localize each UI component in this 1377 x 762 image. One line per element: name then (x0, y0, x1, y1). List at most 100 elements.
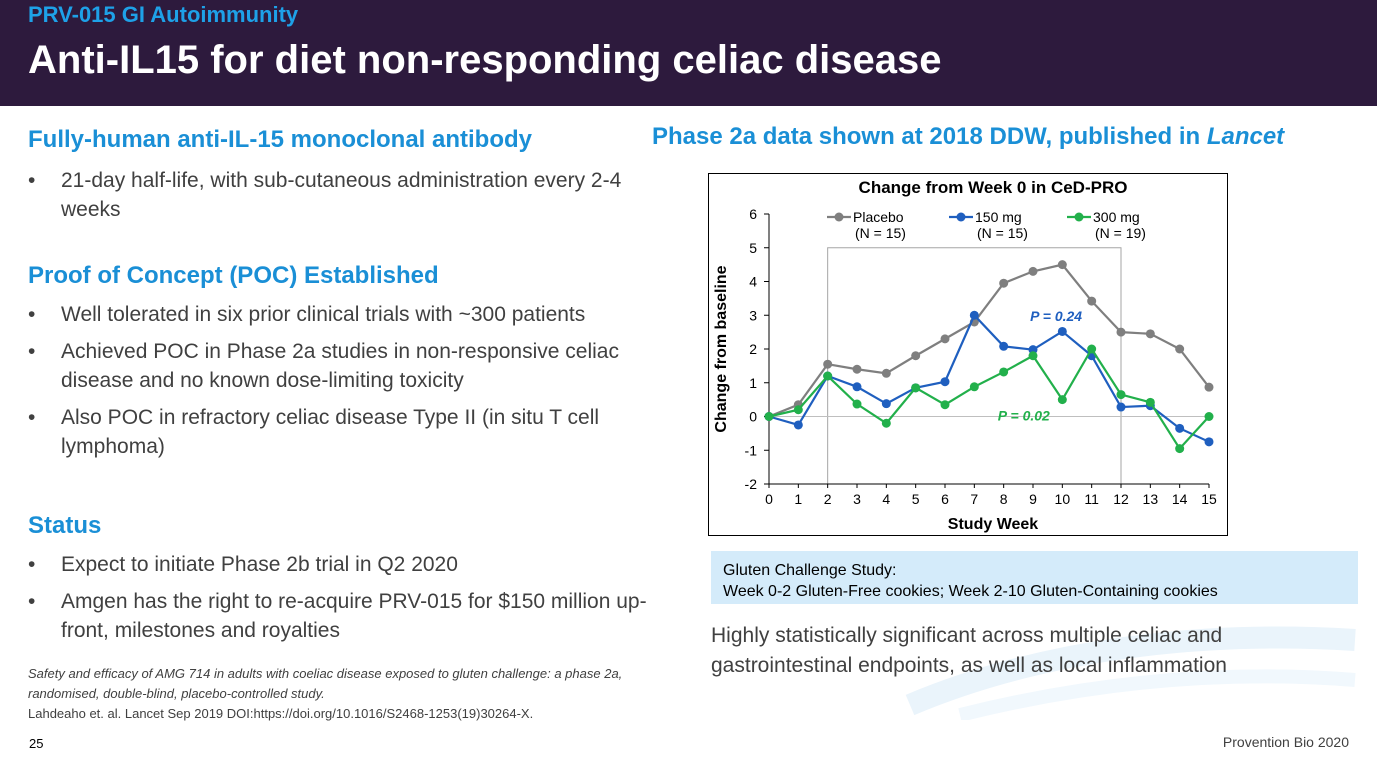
study-box-title: Gluten Challenge Study: (723, 562, 897, 579)
series-line-0 (768, 263, 1210, 418)
data-point-2 (940, 400, 950, 410)
y-axis-label: Change from baseline (713, 265, 730, 432)
data-point-1 (1116, 402, 1126, 412)
bullet-item: • Also POC in refractory celiac disease T… (28, 403, 673, 461)
data-point-0 (852, 364, 862, 374)
data-point-2 (969, 382, 979, 392)
slide-header: PRV-015 GI Autoimmunity Anti-IL15 for di… (0, 0, 1377, 106)
data-point-0 (1057, 260, 1067, 270)
data-point-2 (1175, 444, 1185, 454)
legend-n-1: (N = 15) (977, 225, 1028, 241)
data-point-0 (1204, 382, 1214, 392)
x-tick-label: 6 (941, 491, 949, 507)
x-tick-label: 14 (1172, 491, 1188, 507)
data-point-0 (940, 334, 950, 344)
y-tick-label: -2 (745, 476, 758, 492)
page-number: 25 (29, 736, 44, 751)
bullet-list-antibody: • 21-day half-life, with sub-cutaneous ad… (28, 166, 673, 232)
data-point-2 (911, 383, 921, 393)
data-point-1 (940, 377, 950, 387)
y-tick-label: 1 (749, 375, 757, 391)
p-value-annotation-0: P = 0.24 (1030, 308, 1082, 324)
bullet-item: • Achieved POC in Phase 2a studies in non… (28, 337, 673, 395)
data-point-0 (881, 368, 891, 378)
slide-kicker: PRV-015 GI Autoimmunity (28, 2, 299, 27)
x-tick-label: 1 (794, 491, 802, 507)
bullet-dot: • (28, 303, 36, 326)
x-tick-label: 5 (912, 491, 920, 507)
data-point-0 (1145, 329, 1155, 339)
bullet-item: • Well tolerated in six prior clinical tr… (28, 300, 673, 329)
data-point-1 (1057, 326, 1067, 336)
citation-reference: Lahdeaho et. al. Lancet Sep 2019 DOI:htt… (28, 706, 534, 721)
slide-title: Anti-IL15 for diet non-responding celiac… (28, 38, 942, 82)
legend-label-2: 300 mg (1093, 209, 1140, 225)
x-tick-label: 7 (970, 491, 978, 507)
y-tick-label: 6 (749, 206, 757, 222)
x-tick-label: 15 (1201, 491, 1217, 507)
y-tick-label: 2 (749, 341, 757, 357)
data-point-1 (793, 420, 803, 430)
section-title-antibody: Fully-human anti-IL-15 monoclonal antibo… (28, 126, 533, 153)
data-point-2 (852, 399, 862, 409)
x-tick-label: 13 (1143, 491, 1159, 507)
legend-label-0: Placebo (853, 209, 904, 225)
data-point-2 (999, 367, 1009, 377)
data-point-0 (999, 278, 1009, 288)
series-line-2 (768, 346, 1210, 451)
section-title-poc: Proof of Concept (POC) Established (28, 262, 439, 289)
x-tick-label: 12 (1113, 491, 1129, 507)
data-point-2 (793, 405, 803, 415)
data-point-1 (1175, 423, 1185, 433)
data-point-0 (1087, 296, 1097, 306)
data-point-2 (1087, 344, 1097, 354)
right-title: Phase 2a data shown at 2018 DDW, publish… (652, 123, 1285, 150)
bullet-list-poc: • Well tolerated in six prior clinical tr… (28, 300, 673, 469)
bullet-item: • Expect to initiate Phase 2b trial in Q2… (28, 550, 673, 579)
y-tick-label: -1 (745, 442, 758, 458)
journal-name: Lancet (1206, 123, 1285, 150)
x-tick-label: 3 (853, 491, 861, 507)
data-point-0 (911, 351, 921, 361)
legend-marker-2 (1074, 212, 1084, 222)
chart-title: Change from Week 0 in CeD-PRO (859, 178, 1128, 197)
data-point-2 (823, 371, 833, 381)
legend-marker-1 (956, 212, 966, 222)
data-point-1 (1204, 437, 1214, 447)
y-tick-label: 5 (749, 240, 757, 256)
citation-title: Safety and efficacy of AMG 714 in adults… (28, 666, 623, 701)
data-point-2 (1028, 351, 1038, 361)
x-axis-label: Study Week (948, 516, 1039, 533)
data-point-2 (1204, 412, 1214, 421)
legend-label-1: 150 mg (975, 209, 1022, 225)
data-point-0 (1116, 327, 1126, 337)
data-point-1 (969, 310, 979, 320)
chart-frame: Change from Week 0 in CeD-PRO -2 -1 0 1 2 3 4 5 6… (708, 173, 1228, 536)
x-tick-label: 8 (1000, 491, 1008, 507)
decorative-swoosh (905, 626, 1356, 720)
y-tick-label: 4 (749, 274, 757, 290)
legend-n-2: (N = 19) (1095, 225, 1146, 241)
x-tick-label: 9 (1029, 491, 1037, 507)
bullet-list-status: • Expect to initiate Phase 2b trial in Q2… (28, 550, 673, 653)
study-box-detail: Week 0-2 Gluten-Free cookies; Week 2-10 … (723, 583, 1218, 600)
bullet-item: • Amgen has the right to re-acquire PRV-0… (28, 587, 673, 645)
footer-brand: Provention Bio 2020 (1222, 734, 1349, 750)
data-point-1 (999, 341, 1009, 351)
bullet-dot: • (28, 553, 36, 576)
data-point-1 (881, 399, 891, 409)
data-point-2 (881, 418, 891, 428)
data-point-2 (1116, 390, 1126, 400)
y-tick-label: 3 (749, 307, 757, 323)
data-point-0 (1175, 344, 1185, 354)
x-tick-label: 4 (882, 491, 890, 507)
section-title-status: Status (28, 512, 102, 539)
conclusion-text: Highly statistically significant across … (711, 624, 1227, 677)
bullet-item: • 21-day half-life, with sub-cutaneous ad… (28, 166, 673, 224)
bullet-dot: • (28, 406, 36, 429)
line-chart: Change from Week 0 in CeD-PRO-2-10123456… (713, 178, 1217, 533)
citation: Safety and efficacy of AMG 714 in adults… (28, 664, 668, 724)
x-tick-label: 2 (824, 491, 832, 507)
bullet-dot: • (28, 340, 36, 363)
x-tick-label: 11 (1084, 491, 1099, 507)
